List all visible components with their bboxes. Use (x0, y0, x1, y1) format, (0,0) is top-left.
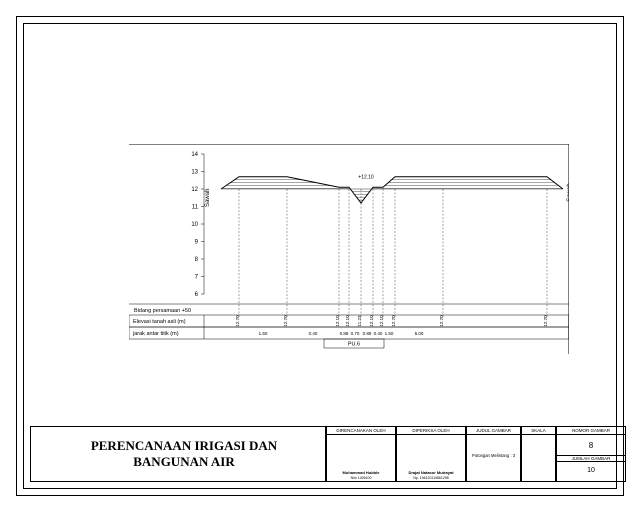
svg-text:12.70: 12.70 (235, 315, 240, 327)
svg-text:12.10: 12.10 (369, 315, 374, 327)
tb-mid: Potongan Melintang : 3 (467, 453, 520, 458)
svg-text:12.70: 12.70 (391, 315, 396, 327)
svg-text:1.50: 1.50 (259, 331, 268, 336)
tb-title-cell (30, 426, 326, 482)
svg-text:6: 6 (195, 292, 199, 298)
tb-cell-1: DIPERIKSA OLEH Drajat Natasor MutrayatNp.… (396, 426, 466, 482)
svg-text:8: 8 (195, 257, 199, 263)
tb-cell-4: NOMOR GAMBAR 8 JUMLAH GAMBAR 10 (556, 426, 626, 482)
tb-bot: Drajat Natasor Mutrayat (397, 470, 465, 475)
tb-bot2: Np. 196120119861298 (397, 476, 465, 480)
tb-bot: Muhammad Hubble (327, 470, 395, 475)
tb-bot-label: JUMLAH GAMBAR (557, 455, 625, 462)
svg-text:12.10: 12.10 (335, 315, 340, 327)
svg-text:14: 14 (191, 152, 198, 158)
svg-text:0.70: 0.70 (351, 331, 360, 336)
svg-text:Bidang persamaan +50: Bidang persamaan +50 (134, 308, 191, 314)
svg-text:Elevasi tanah asli (m): Elevasi tanah asli (m) (133, 319, 186, 325)
svg-text:12.70: 12.70 (439, 315, 444, 327)
title-block: DIRENCANAKAN OLEH Muhammad HubbleNim 1406… (30, 426, 626, 482)
svg-text:5.00: 5.00 (415, 331, 424, 336)
tb-label: SKALA (522, 428, 555, 435)
tb-cell-2: JUDUL GAMBAR Potongan Melintang : 3 (466, 426, 521, 482)
tb-label: NOMOR GAMBAR (557, 428, 625, 435)
svg-text:12.10: 12.10 (379, 315, 384, 327)
cross-section-chart: 6 7 8 9 10 11 12 13 14 +12.10 Sawah Sawah Bidang per… (129, 144, 569, 354)
svg-text:0.40: 0.40 (374, 331, 383, 336)
tb-label: DIRENCANAKAN OLEH (327, 428, 395, 435)
tb-bot2: Nim 1406100 (327, 476, 395, 480)
svg-text:11: 11 (192, 205, 199, 211)
tb-label: JUDUL GAMBAR (467, 428, 520, 435)
tb-cell-0: DIRENCANAKAN OLEH Muhammad HubbleNim 1406… (326, 426, 396, 482)
svg-text:0.88: 0.88 (363, 331, 372, 336)
svg-text:13: 13 (191, 170, 198, 176)
svg-text:+12.10: +12.10 (358, 175, 374, 181)
svg-text:1.50: 1.50 (385, 331, 394, 336)
svg-text:12.70: 12.70 (283, 315, 288, 327)
tb-label: DIPERIKSA OLEH (397, 428, 465, 435)
tb-cell-3: SKALA (521, 426, 556, 482)
svg-text:PU.6: PU.6 (348, 342, 360, 348)
svg-text:0.40: 0.40 (309, 331, 318, 336)
svg-text:10: 10 (191, 222, 198, 228)
tb-bot-big: 10 (557, 467, 625, 474)
svg-text:12: 12 (191, 187, 198, 193)
svg-text:0.88: 0.88 (340, 331, 349, 336)
tb-mid-big: 8 (557, 441, 625, 450)
svg-text:7: 7 (195, 275, 199, 281)
svg-text:Sawah: Sawah (567, 183, 569, 201)
svg-text:jarak antar titik (m): jarak antar titik (m) (132, 331, 179, 337)
svg-text:12.70: 12.70 (543, 315, 548, 327)
chart-svg: 6 7 8 9 10 11 12 13 14 +12.10 Sawah Sawah Bidang per… (129, 144, 569, 354)
svg-text:9: 9 (195, 240, 199, 246)
svg-text:Sawah: Sawah (205, 189, 211, 207)
outer-frame: 6 7 8 9 10 11 12 13 14 +12.10 Sawah Sawah Bidang per… (16, 16, 624, 496)
svg-text:11.23: 11.23 (357, 315, 362, 326)
svg-text:12.10: 12.10 (345, 315, 350, 327)
inner-frame: 6 7 8 9 10 11 12 13 14 +12.10 Sawah Sawah Bidang per… (23, 23, 617, 489)
